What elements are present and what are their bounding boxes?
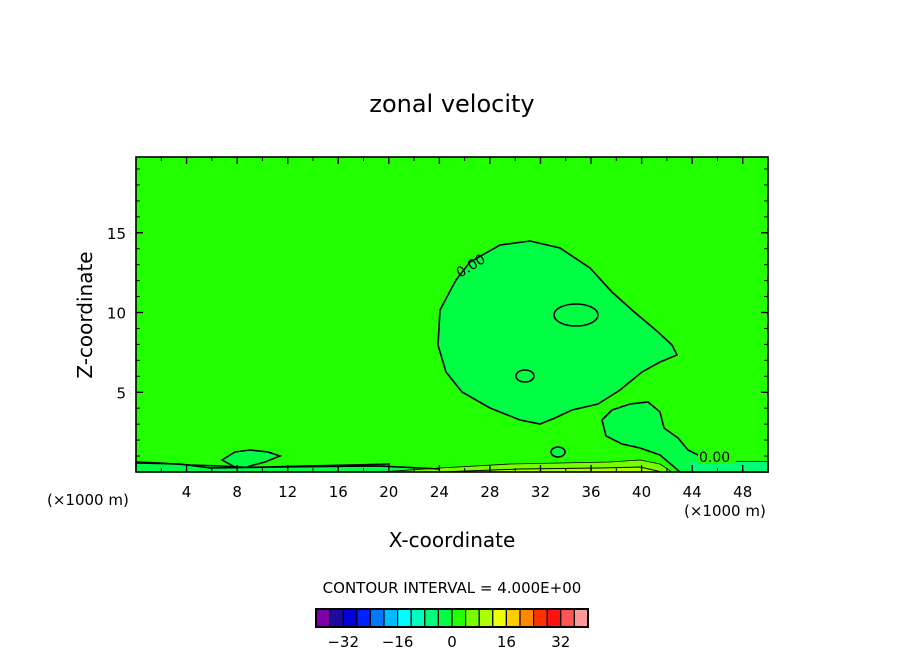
x-tick-label: 16 bbox=[329, 483, 348, 501]
colorbar-swatch bbox=[369, 608, 385, 628]
colorbar-tick-label: −16 bbox=[382, 633, 414, 651]
zero-contour-surface bbox=[135, 462, 441, 470]
colorbar-swatch bbox=[560, 608, 575, 628]
colorbar-tick-label: 16 bbox=[497, 633, 516, 651]
x-tick-label: 8 bbox=[232, 483, 242, 501]
colorbar-swatch bbox=[356, 608, 371, 628]
x-unit-label-left: (×1000 m) bbox=[47, 491, 129, 509]
y-tick-label: 15 bbox=[107, 225, 126, 243]
colorbar-swatch bbox=[451, 608, 467, 628]
x-tick-label: 4 bbox=[182, 483, 192, 501]
near-surface-strip bbox=[136, 467, 436, 472]
x-tick-label: 36 bbox=[581, 483, 600, 501]
colorbar-swatch bbox=[546, 608, 562, 628]
x-tick-label: 12 bbox=[278, 483, 297, 501]
x-unit-label-right: (×1000 m) bbox=[684, 502, 766, 520]
colorbar-swatch bbox=[329, 608, 344, 628]
colorbar-tick-label: 0 bbox=[447, 633, 457, 651]
colorbar-swatch bbox=[397, 608, 412, 628]
x-tick-label: 40 bbox=[632, 483, 651, 501]
x-tick-label: 44 bbox=[683, 483, 702, 501]
x-tick-label: 28 bbox=[480, 483, 499, 501]
colorbar-swatch bbox=[505, 608, 521, 628]
colorbar: −32 −16 0 16 32 bbox=[315, 608, 589, 651]
plot-area: 0.00 0.00 bbox=[135, 156, 769, 473]
chart-title: zonal velocity bbox=[369, 90, 534, 118]
colorbar-swatch bbox=[437, 608, 453, 628]
x-axis-label: X-coordinate bbox=[389, 528, 516, 552]
closed-contour bbox=[550, 446, 566, 458]
y-tick-label: 10 bbox=[107, 305, 126, 323]
closed-contour bbox=[553, 303, 599, 327]
colorbar-tick-label: 32 bbox=[551, 633, 570, 651]
contour-label: 0.00 bbox=[699, 450, 730, 466]
colorbar-swatch bbox=[383, 608, 399, 628]
colorbar-swatch bbox=[424, 608, 439, 628]
colorbar-swatch bbox=[519, 608, 535, 628]
colorbar-swatch bbox=[573, 608, 589, 628]
x-tick-label: 48 bbox=[733, 483, 752, 501]
y-tick-label: 5 bbox=[116, 384, 126, 402]
colorbar-swatch bbox=[315, 608, 331, 628]
y-axis: 5 10 15 bbox=[107, 168, 768, 457]
negative-region-blob bbox=[437, 240, 679, 425]
plot-frame bbox=[135, 156, 769, 473]
closed-contour bbox=[515, 369, 535, 383]
colorbar-swatch bbox=[465, 608, 480, 628]
colorbar-swatch bbox=[532, 608, 548, 628]
x-axis: 4 8 12 16 20 24 28 32 36 40 44 48 bbox=[160, 157, 752, 501]
colorbar-swatch bbox=[492, 608, 507, 628]
colorbar-swatch bbox=[410, 608, 426, 628]
y-axis-label: Z-coordinate bbox=[73, 251, 97, 378]
x-tick-label: 20 bbox=[379, 483, 398, 501]
colorbar-frame bbox=[315, 608, 589, 628]
colorbar-swatch bbox=[342, 608, 358, 628]
colorbar-tick-label: −32 bbox=[327, 633, 359, 651]
contour-interval: CONTOUR INTERVAL = 4.000E+00 bbox=[323, 579, 582, 597]
x-tick-label: 24 bbox=[430, 483, 449, 501]
colorbar-swatch bbox=[478, 608, 494, 628]
x-tick-label: 32 bbox=[531, 483, 550, 501]
negative-region-corner bbox=[690, 462, 768, 472]
contour-label-bg bbox=[698, 449, 736, 463]
